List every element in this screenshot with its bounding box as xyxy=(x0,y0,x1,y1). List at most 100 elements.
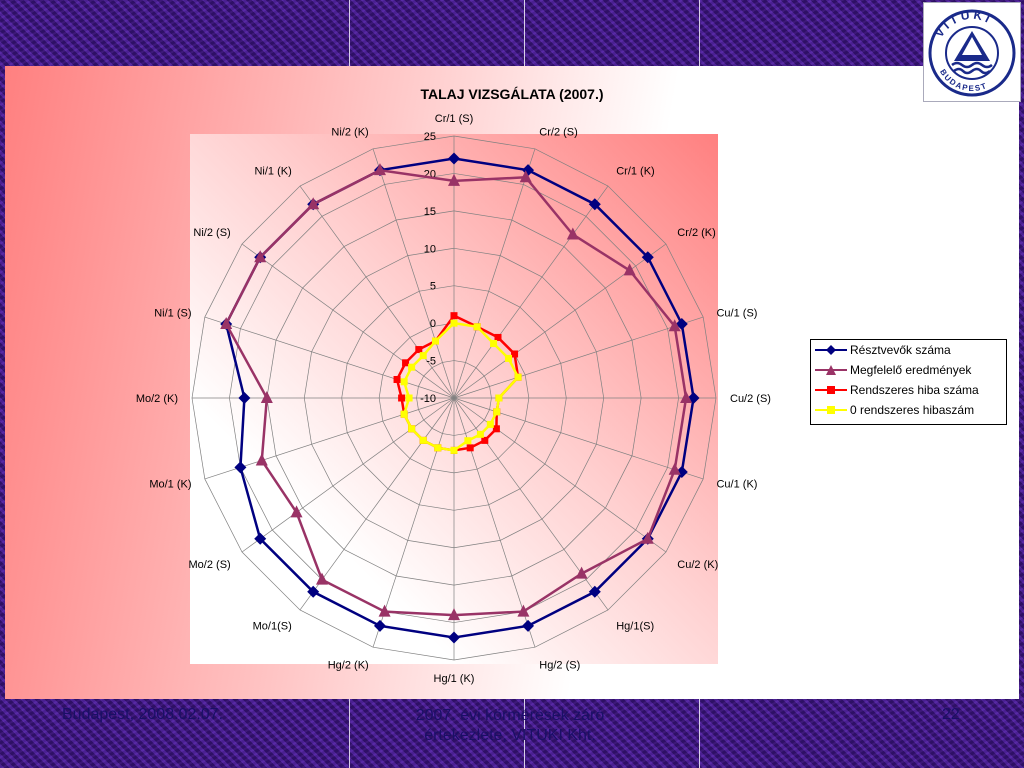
radar-spoke xyxy=(453,397,667,553)
data-point-square xyxy=(398,394,406,402)
page-number: 22 xyxy=(942,706,960,723)
data-point-square xyxy=(393,375,401,383)
data-point-triangle xyxy=(316,572,329,585)
category-label: Cr/2 (S) xyxy=(539,127,578,139)
legend-marker-square xyxy=(815,406,847,414)
data-point-triangle xyxy=(668,319,681,332)
category-label: Hg/1 (K) xyxy=(434,673,475,685)
data-point-square xyxy=(505,354,513,362)
data-point-square xyxy=(481,436,489,444)
data-point-diamond xyxy=(448,152,460,165)
category-label: Ni/1 (K) xyxy=(254,166,291,178)
data-point-triangle xyxy=(566,227,579,240)
data-point-triangle xyxy=(290,505,303,518)
data-point-square xyxy=(400,378,408,386)
bg-divider xyxy=(524,699,525,768)
data-point-square xyxy=(494,333,502,341)
radar-spoke xyxy=(453,316,704,399)
legend-marker-diamond xyxy=(815,345,847,355)
category-label: Cr/1 (S) xyxy=(435,113,474,125)
legend-label: Megfelelő eredmények xyxy=(850,363,972,377)
data-point-square xyxy=(476,430,484,438)
radar-spoke xyxy=(372,148,455,399)
axis-tick-label: 0 xyxy=(430,318,436,330)
axis-tick-label: 10 xyxy=(424,243,436,255)
chart-legend: Résztvevők száma Megfelelő eredmények Re… xyxy=(810,339,1007,425)
data-point-square xyxy=(464,437,472,445)
data-point-diamond xyxy=(234,461,247,474)
bg-divider xyxy=(349,699,350,768)
radar-spoke xyxy=(299,185,455,399)
category-label: Hg/2 (K) xyxy=(328,659,369,671)
radar-spoke xyxy=(204,316,455,399)
legend-marker-triangle xyxy=(815,365,847,375)
data-point-square xyxy=(486,420,494,428)
axis-tick-label: -5 xyxy=(426,356,436,368)
data-point-square xyxy=(408,425,416,433)
axis-tick-label: 5 xyxy=(430,281,436,293)
category-label: Cu/1 (S) xyxy=(716,308,757,320)
category-label: Ni/2 (S) xyxy=(193,227,230,239)
category-label: Hg/1(S) xyxy=(616,620,654,632)
legend-item: 0 rendszeres hibaszám xyxy=(811,400,1006,420)
radar-spoke xyxy=(453,185,609,399)
category-label: Cr/2 (K) xyxy=(677,227,716,239)
data-point-square xyxy=(431,337,439,345)
category-label: Ni/1 (S) xyxy=(154,308,191,320)
bg-divider xyxy=(699,0,700,66)
legend-item: Megfelelő eredmények xyxy=(811,360,1006,380)
bg-divider xyxy=(524,0,525,66)
category-label: Cu/2 (K) xyxy=(677,559,718,571)
data-point-triangle xyxy=(255,453,268,466)
data-point-triangle xyxy=(448,608,460,621)
axis-tick-label: -10 xyxy=(420,393,436,405)
data-point-triangle xyxy=(680,391,693,403)
category-label: Cu/2 (S) xyxy=(730,393,771,405)
radar-spoke xyxy=(453,397,704,480)
data-point-square xyxy=(415,346,423,354)
legend-item: Rendszeres hiba száma xyxy=(811,380,1006,400)
radar-spoke xyxy=(299,397,455,611)
legend-label: 0 rendszeres hibaszám xyxy=(850,403,975,417)
data-point-diamond xyxy=(641,251,654,264)
data-point-square xyxy=(434,444,442,452)
data-point-square xyxy=(419,436,427,444)
data-point-triangle xyxy=(668,462,681,475)
category-label: Mo/2 (K) xyxy=(136,393,178,405)
category-label: Cr/1 (K) xyxy=(616,166,655,178)
legend-label: Résztvevők száma xyxy=(850,343,951,357)
footer-center: 2007. évi körmérések záró értekezlete, V… xyxy=(355,706,665,746)
data-point-diamond xyxy=(675,317,688,330)
data-point-diamond xyxy=(373,619,386,632)
data-point-triangle xyxy=(307,197,320,210)
data-point-diamond xyxy=(307,585,320,598)
radar-spoke xyxy=(453,243,667,399)
category-label: Mo/1 (K) xyxy=(149,478,191,490)
data-point-square xyxy=(402,359,410,367)
axis-tick-label: 25 xyxy=(424,131,436,143)
data-point-triangle xyxy=(373,163,386,176)
bg-divider xyxy=(349,0,350,66)
data-point-square xyxy=(450,312,458,320)
data-point-triangle xyxy=(254,250,267,263)
chart-title: TALAJ VIZSGÁLATA (2007.) xyxy=(420,86,604,102)
data-point-triangle xyxy=(575,566,588,579)
data-point-triangle xyxy=(260,391,273,403)
vituki-logo: VITUKI BUDAPEST xyxy=(923,2,1021,102)
data-point-triangle xyxy=(448,173,460,186)
bg-divider xyxy=(699,699,700,768)
data-point-triangle xyxy=(378,604,391,617)
radar-spoke xyxy=(204,397,455,480)
data-point-diamond xyxy=(522,619,535,632)
data-point-diamond xyxy=(675,466,688,479)
data-point-square xyxy=(405,394,413,402)
category-label: Ni/2 (K) xyxy=(331,127,368,139)
data-point-square xyxy=(408,363,416,371)
data-point-square xyxy=(492,425,500,433)
footer-center-line1: 2007. évi körmérések záró xyxy=(415,707,605,724)
data-point-square xyxy=(419,352,427,360)
data-point-square xyxy=(450,319,458,327)
category-label: Hg/2 (S) xyxy=(539,659,580,671)
legend-marker-square xyxy=(815,386,847,394)
data-point-square xyxy=(511,350,519,358)
